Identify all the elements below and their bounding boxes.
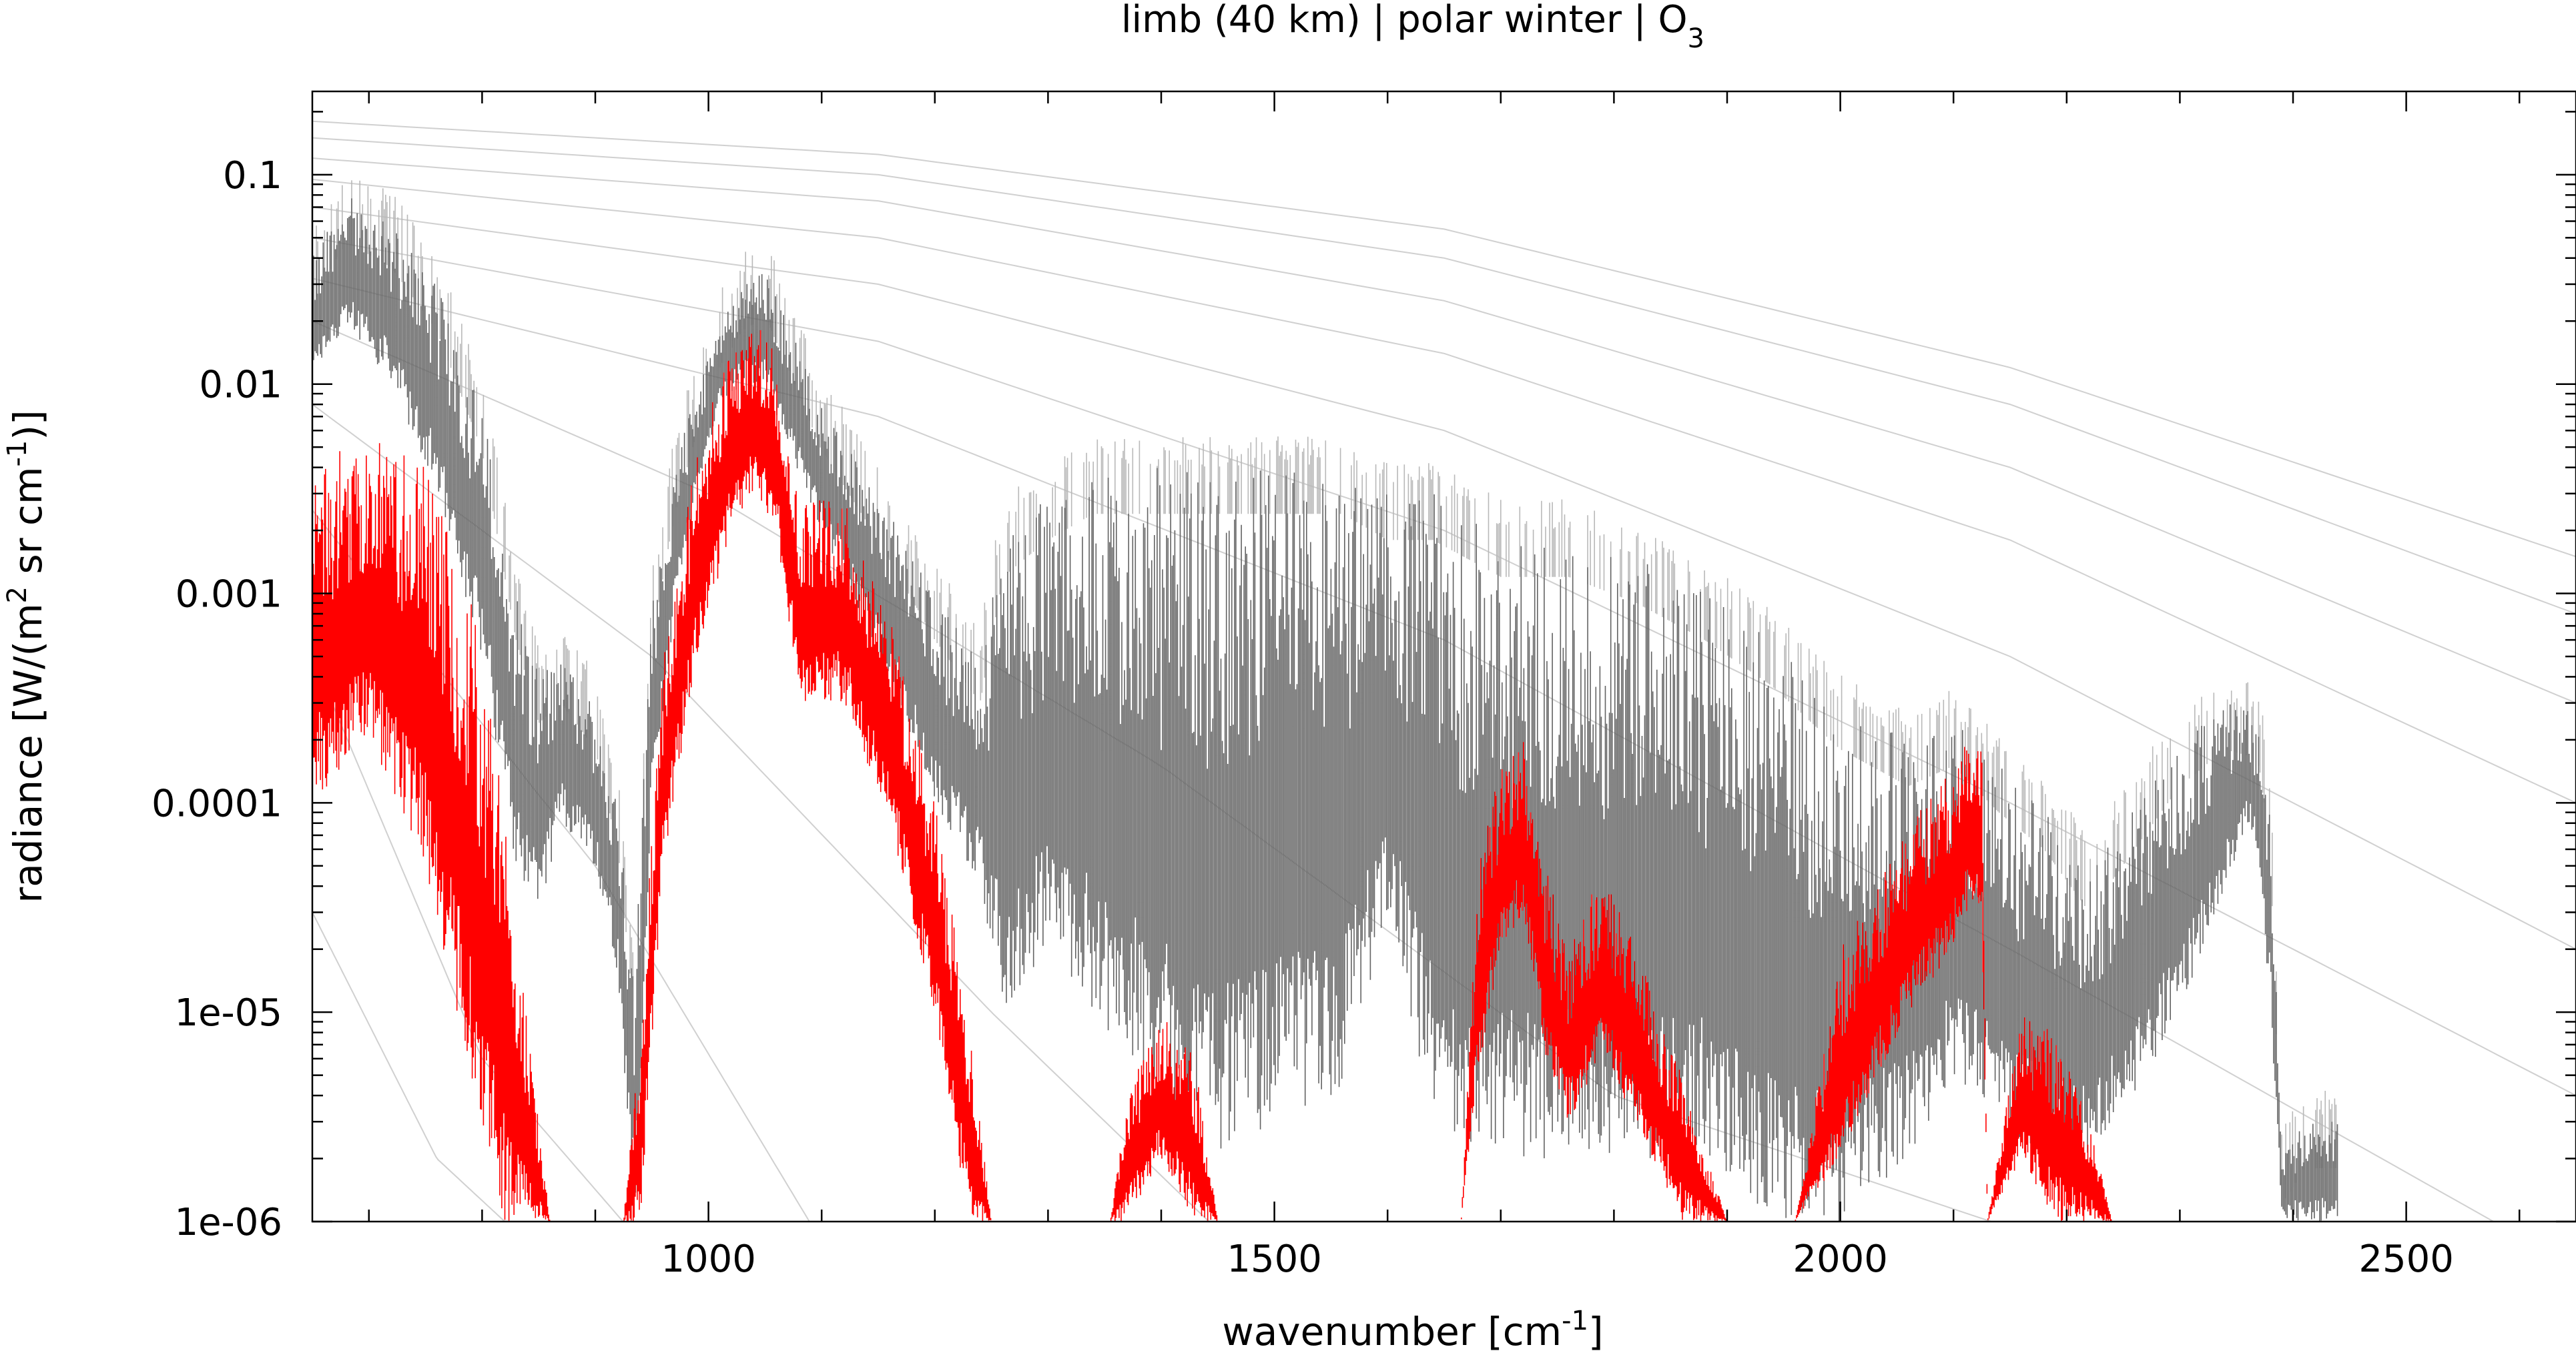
x-tick-label-1500: 1500	[1227, 1238, 1322, 1281]
reference-curves	[312, 120, 2576, 1222]
x-tick-label-1000: 1000	[661, 1238, 756, 1281]
y-tick-label-4: 1e-05	[174, 991, 282, 1035]
y-tick-label-1: 0.01	[199, 364, 282, 407]
o3-radiance-lines	[312, 330, 2112, 1222]
x-tick-label-2000: 2000	[1793, 1238, 1888, 1281]
x-tick-label-2500: 2500	[2358, 1238, 2454, 1281]
reference-curve-12	[312, 911, 506, 1222]
series-o3-radiance	[312, 330, 2112, 1222]
y-axis-ticks: 0.1 0.01 0.001 0.0001 1e-05 1e-06	[151, 111, 2576, 1244]
reference-curve-3	[312, 157, 2576, 704]
x-axis-title: wavenumber [cm-1]	[1222, 1306, 1603, 1354]
y-axis-title: radiance [W/(m2 sr cm-1)]	[2, 410, 51, 903]
y-tick-label-3: 0.0001	[151, 782, 282, 825]
x-axis-ticks: 1000 1500 2000 2500	[368, 91, 2521, 1281]
y-tick-label-2: 0.001	[176, 573, 282, 616]
reference-curve-4	[312, 178, 2576, 804]
reference-curve-1	[312, 120, 2576, 558]
reference-curve-11	[312, 656, 624, 1222]
y-tick-label-0: 0.1	[223, 154, 282, 197]
reference-curve-2	[312, 137, 2576, 614]
chart-title: limb (40 km) | polar winter | O3	[1121, 0, 1704, 54]
series-total-radiance	[312, 180, 2338, 1222]
y-tick-label-5: 1e-06	[174, 1201, 282, 1244]
